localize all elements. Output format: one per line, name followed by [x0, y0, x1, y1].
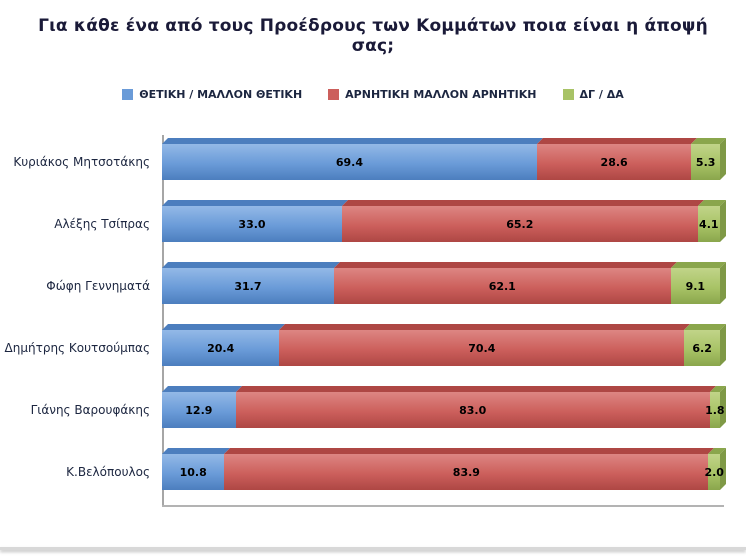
stacked-bar: 69.4 28.6 5.3	[162, 144, 720, 180]
category-label: Κ.Βελόπουλος	[66, 465, 150, 479]
bar-segment-negative: 62.1	[333, 268, 671, 304]
bar-segment-positive: 10.8	[162, 454, 225, 490]
bar-segment-positive: 20.4	[162, 330, 280, 366]
stacked-bar: 10.8 83.9 2.0	[162, 454, 724, 490]
bar-segment-dk-da: 5.3	[691, 144, 720, 180]
chart-row: Κ.Βελόπουλος 10.8 83.9 2.0	[0, 441, 746, 503]
legend-label: ΑΡΝΗΤΙΚΗ ΜΑΛΛΟΝ ΑΡΝΗΤΙΚΗ	[345, 88, 537, 101]
value-label: 69.4	[335, 155, 363, 169]
legend-swatch	[562, 89, 574, 100]
value-label: 12.9	[185, 403, 213, 417]
x-axis-line	[162, 505, 724, 507]
value-label: 33.0	[238, 217, 266, 231]
bar-segment-positive: 69.4	[162, 144, 537, 180]
legend-item: ΑΡΝΗΤΙΚΗ ΜΑΛΛΟΝ ΑΡΝΗΤΙΚΗ	[328, 88, 537, 101]
bar-segment-negative: 70.4	[279, 330, 685, 366]
value-label: 5.3	[695, 155, 716, 169]
bar-segment-negative: 83.0	[235, 392, 710, 428]
category-label: Αλέξης Τσίπρας	[54, 217, 150, 231]
legend-label: ΔΓ / ΔΑ	[579, 88, 624, 101]
value-label: 83.9	[452, 465, 480, 479]
bar-segment-negative: 28.6	[536, 144, 692, 180]
stacked-bar: 12.9 83.0 1.8	[162, 392, 725, 428]
value-label: 10.8	[179, 465, 207, 479]
stacked-bar: 33.0 65.2 4.1	[162, 206, 720, 242]
bar-segment-dk-da: 2.0	[704, 454, 724, 490]
bar-segment-negative: 83.9	[224, 454, 709, 490]
legend-item: ΔΓ / ΔΑ	[562, 88, 624, 101]
category-label: Φώφη Γεννηματά	[46, 279, 150, 293]
value-label: 2.0	[704, 465, 724, 479]
value-label: 28.6	[600, 155, 628, 169]
value-label: 65.2	[506, 217, 534, 231]
category-label: Δημήτρης Κουτσούμπας	[4, 341, 150, 355]
bar-segment-dk-da: 9.1	[670, 268, 720, 304]
chart-row: Κυριάκος Μητσοτάκης 69.4 28.6 5.3	[0, 131, 746, 193]
chart-bottom-border	[0, 547, 746, 550]
chart-row: Φώφη Γεννηματά 31.7 62.1 9.1	[0, 255, 746, 317]
legend-item: ΘΕΤΙΚΗ / ΜΑΛΛΟΝ ΘΕΤΙΚΗ	[122, 88, 302, 101]
chart-title: Για κάθε ένα από τους Προέδρους των Κομμ…	[38, 16, 708, 56]
bar-segment-negative: 65.2	[342, 206, 698, 242]
stacked-bar: 31.7 62.1 9.1	[162, 268, 720, 304]
chart-row: Δημήτρης Κουτσούμπας 20.4 70.4 6.2	[0, 317, 746, 379]
value-label: 62.1	[488, 279, 516, 293]
category-label: Κυριάκος Μητσοτάκης	[13, 155, 150, 169]
value-label: 83.0	[459, 403, 487, 417]
stacked-bar: 20.4 70.4 6.2	[162, 330, 720, 366]
chart-row: Αλέξης Τσίπρας 33.0 65.2 4.1	[0, 193, 746, 255]
poll-chart-page: { "title": "Για κάθε ένα από τους Προέδρ…	[0, 16, 746, 556]
value-label: 1.8	[705, 403, 725, 417]
bar-segment-dk-da: 4.1	[697, 206, 720, 242]
chart-rows: Κυριάκος Μητσοτάκης 69.4 28.6 5.3 Αλέξης Τσί…	[0, 131, 746, 513]
value-label: 20.4	[207, 341, 235, 355]
category-label: Γιάνης Βαρουφάκης	[30, 403, 150, 417]
bar-segment-positive: 12.9	[162, 392, 236, 428]
plot-area: Κυριάκος Μητσοτάκης 69.4 28.6 5.3 Αλέξης Τσί…	[0, 131, 746, 513]
legend-swatch	[328, 89, 340, 100]
value-label: 6.2	[692, 341, 712, 355]
legend-label: ΘΕΤΙΚΗ / ΜΑΛΛΟΝ ΘΕΤΙΚΗ	[139, 88, 303, 101]
bar-segment-dk-da: 1.8	[705, 392, 725, 428]
bar-segment-positive: 33.0	[162, 206, 342, 242]
legend: ΘΕΤΙΚΗ / ΜΑΛΛΟΝ ΘΕΤΙΚΗ ΑΡΝΗΤΙΚΗ ΜΑΛΛΟΝ ΑΡ…	[0, 88, 746, 101]
value-label: 70.4	[468, 341, 496, 355]
value-label: 4.1	[699, 217, 719, 231]
bar-segment-positive: 31.7	[162, 268, 334, 304]
chart-row: Γιάνης Βαρουφάκης 12.9 83.0 1.8	[0, 379, 746, 441]
value-label: 9.1	[685, 279, 706, 293]
value-label: 31.7	[234, 279, 262, 293]
legend-swatch	[122, 89, 134, 100]
bar-segment-dk-da: 6.2	[684, 330, 720, 366]
y-axis-line	[162, 135, 164, 507]
